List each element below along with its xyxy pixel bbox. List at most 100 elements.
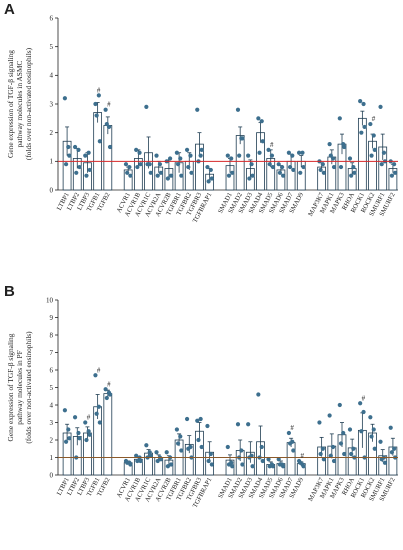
data-point	[276, 162, 281, 167]
y-axis-label: Gene expression of TGF-β signaling	[6, 50, 15, 158]
data-point	[134, 453, 139, 458]
data-point	[392, 162, 397, 167]
data-point	[62, 408, 67, 413]
data-point	[94, 411, 99, 416]
data-point	[184, 147, 190, 152]
data-point	[205, 164, 210, 170]
annotation: #	[87, 414, 91, 422]
data-point	[368, 415, 373, 420]
y-tick-label: 9	[50, 314, 54, 322]
data-point	[97, 420, 102, 425]
data-point	[198, 416, 203, 422]
data-point	[106, 390, 112, 395]
data-point	[165, 464, 171, 469]
data-point	[266, 147, 271, 152]
data-point	[63, 162, 69, 167]
data-point	[97, 139, 102, 144]
bar	[357, 117, 367, 191]
data-point	[226, 173, 232, 178]
y-tick-label: 7	[50, 349, 54, 357]
data-point	[158, 170, 164, 175]
y-tick-label: 6	[50, 366, 54, 374]
data-point	[229, 156, 234, 161]
bar	[103, 393, 113, 476]
data-point	[349, 451, 354, 457]
data-point	[250, 464, 255, 469]
data-point	[371, 133, 376, 138]
data-point	[247, 176, 252, 181]
data-point	[77, 436, 82, 441]
data-point	[331, 164, 337, 170]
data-point	[347, 156, 353, 161]
data-point	[209, 462, 214, 467]
data-point	[164, 450, 169, 455]
y-axis-label: (folds over non-activated eosinophils)	[24, 47, 33, 160]
data-point	[169, 462, 174, 467]
data-point	[138, 458, 143, 464]
data-point	[188, 444, 193, 450]
data-point	[63, 439, 69, 444]
data-point	[300, 150, 305, 155]
data-point	[135, 164, 140, 170]
annotation: #	[107, 101, 111, 109]
y-tick-label: 5	[50, 43, 54, 51]
y-axis-label: pathway molecules in PF	[15, 350, 24, 425]
y-tick-label: 4	[50, 72, 54, 80]
data-point	[174, 427, 179, 432]
data-point	[84, 173, 89, 178]
data-point	[147, 450, 152, 455]
data-point	[72, 144, 78, 150]
y-tick-label: 1	[50, 158, 54, 166]
data-point	[104, 121, 109, 127]
data-point	[225, 153, 230, 158]
data-point	[358, 99, 363, 104]
data-point	[186, 164, 191, 170]
panel-letter: A	[4, 1, 15, 18]
data-point	[148, 453, 153, 458]
data-point	[198, 153, 203, 158]
data-point	[147, 162, 152, 167]
data-point	[257, 150, 262, 155]
data-point	[342, 451, 347, 457]
data-point	[67, 153, 72, 158]
data-point	[389, 173, 395, 178]
data-point	[359, 429, 364, 434]
y-axis-label: pathway molecules in ASMC	[15, 61, 24, 148]
data-point	[280, 164, 285, 170]
data-point	[378, 104, 383, 109]
data-point	[96, 93, 101, 98]
data-point	[86, 150, 91, 155]
data-point	[76, 430, 81, 436]
data-point	[296, 150, 302, 155]
data-point	[138, 162, 143, 167]
data-point	[250, 173, 255, 178]
data-point	[372, 446, 377, 451]
data-point	[196, 437, 201, 443]
data-point	[178, 434, 183, 439]
data-point	[123, 162, 129, 167]
data-point	[127, 164, 132, 170]
data-point	[230, 170, 235, 175]
data-point	[260, 139, 265, 144]
bar	[103, 125, 113, 191]
annotation: #	[270, 141, 274, 149]
data-point	[235, 107, 241, 112]
data-point	[246, 153, 251, 158]
annotation: #	[97, 366, 101, 374]
data-point	[155, 458, 160, 464]
y-axis-label: (folds over non-activated eosinophils)	[24, 331, 33, 444]
data-point	[155, 173, 160, 178]
data-point	[327, 413, 332, 418]
data-point	[359, 130, 364, 135]
annotation: #	[107, 380, 111, 388]
data-point	[175, 441, 181, 446]
data-point	[349, 173, 354, 178]
data-point	[351, 446, 356, 451]
data-point	[321, 457, 326, 462]
bar	[286, 442, 296, 476]
data-point	[330, 156, 336, 161]
data-point	[372, 147, 377, 152]
data-point	[290, 153, 295, 158]
data-point	[93, 373, 98, 378]
data-point	[178, 156, 183, 161]
